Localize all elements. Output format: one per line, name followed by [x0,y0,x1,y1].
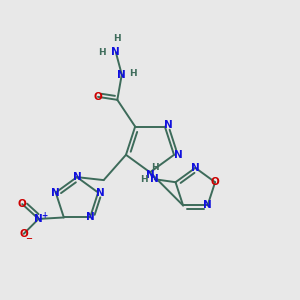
Text: N: N [51,188,60,197]
Text: N: N [86,212,94,223]
Text: N: N [112,47,120,57]
Text: O: O [94,92,102,102]
Text: O: O [19,229,28,239]
Text: H: H [140,175,147,184]
Text: N: N [34,214,43,224]
Text: H: H [98,48,105,57]
Text: +: + [41,211,47,220]
Text: N: N [150,174,159,184]
Text: H: H [151,164,158,172]
Text: O: O [18,199,27,209]
Text: N: N [117,70,126,80]
Text: N: N [146,170,154,180]
Text: H: H [129,69,137,78]
Text: N: N [164,120,173,130]
Text: N: N [203,200,212,211]
Text: O: O [211,177,220,187]
Text: N: N [174,150,183,160]
Text: N: N [191,163,200,173]
Text: −: − [25,234,32,243]
Text: N: N [73,172,81,182]
Text: N: N [96,188,105,197]
Text: H: H [113,34,121,43]
